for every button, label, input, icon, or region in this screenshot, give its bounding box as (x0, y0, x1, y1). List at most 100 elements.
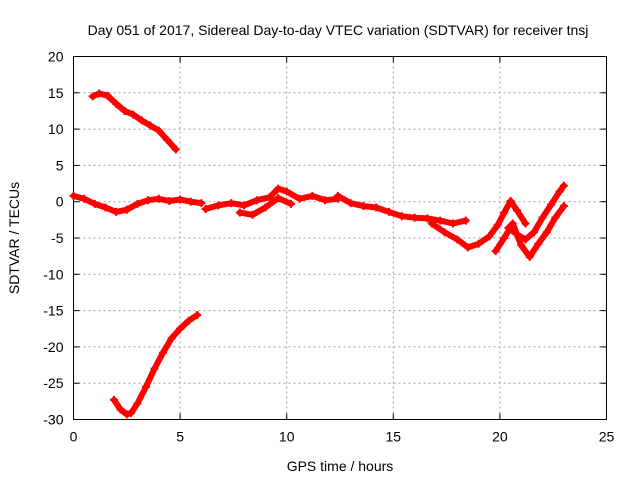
data-point (80, 194, 89, 203)
data-point (359, 202, 368, 211)
y-tick-label: -10 (43, 266, 63, 282)
y-tick-label: 20 (48, 49, 64, 65)
data-point (321, 196, 330, 205)
data-point (252, 196, 261, 205)
data-point (184, 316, 193, 325)
data-point (333, 191, 342, 200)
x-tick-label: 5 (176, 429, 184, 445)
data-point (159, 348, 168, 357)
data-point (559, 202, 568, 211)
data-point (167, 334, 176, 343)
data-point (385, 207, 394, 216)
data-point (410, 213, 419, 222)
data-point (197, 199, 206, 208)
data-point (133, 199, 142, 208)
data-point (346, 199, 355, 208)
data-point (141, 382, 150, 391)
data-point (150, 364, 159, 373)
data-point (112, 99, 121, 108)
series-arc-high-positive (89, 90, 179, 153)
data-point (538, 213, 547, 222)
data-point (144, 196, 153, 205)
data-point (423, 214, 432, 223)
data-point (500, 208, 509, 217)
data-point (163, 135, 172, 144)
data-point (214, 201, 223, 210)
data-point (530, 228, 539, 237)
data-point (504, 223, 513, 232)
data-point (547, 200, 556, 209)
data-point (133, 399, 142, 408)
y-tick-label: 5 (56, 157, 64, 173)
data-point (274, 184, 283, 193)
data-point (500, 234, 509, 242)
data-point (146, 121, 155, 130)
data-point (95, 89, 104, 98)
data-point (235, 208, 244, 217)
data-point (397, 212, 406, 221)
y-tick-label: -25 (43, 375, 63, 391)
data-point (308, 191, 317, 200)
data-point (512, 206, 521, 215)
data-point (448, 219, 457, 228)
data-point (542, 228, 551, 237)
data-point (508, 219, 517, 228)
chart-title: Day 051 of 2017, Sidereal Day-to-day VTE… (88, 22, 589, 38)
data-point (112, 207, 121, 216)
data-point (521, 219, 530, 228)
data-point (227, 199, 236, 208)
x-tick-label: 0 (70, 429, 78, 445)
data-point (201, 204, 210, 213)
data-point (127, 408, 136, 417)
data-point (474, 239, 483, 248)
data-point (493, 220, 502, 229)
data-point (265, 193, 274, 202)
data-point (122, 410, 131, 419)
x-tick-label: 10 (279, 429, 295, 445)
y-tick-label: -5 (51, 230, 64, 246)
data-point (282, 187, 291, 196)
data-point (186, 197, 195, 206)
data-point (436, 216, 445, 225)
data-point (69, 191, 78, 200)
data-point (559, 181, 568, 190)
data-point (525, 252, 534, 261)
y-tick-label: -20 (43, 339, 63, 355)
data-point (427, 219, 436, 228)
data-point (261, 203, 270, 212)
data-point (295, 194, 304, 203)
data-point (534, 239, 543, 248)
y-tick-label: 15 (48, 85, 64, 101)
x-tick-label: 25 (599, 429, 615, 445)
data-point (154, 194, 163, 203)
data-point (453, 235, 462, 244)
data-point (120, 106, 129, 115)
data-point (463, 243, 472, 252)
series-arc-deep-negative (111, 312, 201, 418)
series-layer (69, 89, 568, 419)
data-point (485, 232, 494, 241)
data-point (110, 395, 119, 404)
y-tick-label: -15 (43, 303, 63, 319)
data-point (176, 324, 185, 333)
data-point (165, 196, 174, 205)
y-tick-label: -30 (43, 412, 63, 428)
grid-layer (73, 56, 607, 420)
y-axis-label: SDTVAR / TECUs (6, 182, 22, 294)
data-point (154, 126, 163, 135)
tick-layer: 0 5 10 15 20 25 -30 -25 -20 -15 -10 -5 0 5 10 15 20 (43, 49, 614, 445)
data-point (461, 216, 470, 225)
data-point (274, 194, 283, 203)
data-point (555, 187, 564, 196)
y-tick-label: 0 (56, 194, 64, 210)
data-point (491, 247, 500, 256)
data-point (240, 201, 249, 210)
data-point (506, 196, 515, 205)
data-point (440, 228, 449, 237)
x-tick-label: 20 (492, 429, 508, 445)
data-point (101, 203, 110, 212)
data-point (517, 241, 526, 250)
data-point (122, 205, 131, 214)
data-point (193, 310, 202, 319)
